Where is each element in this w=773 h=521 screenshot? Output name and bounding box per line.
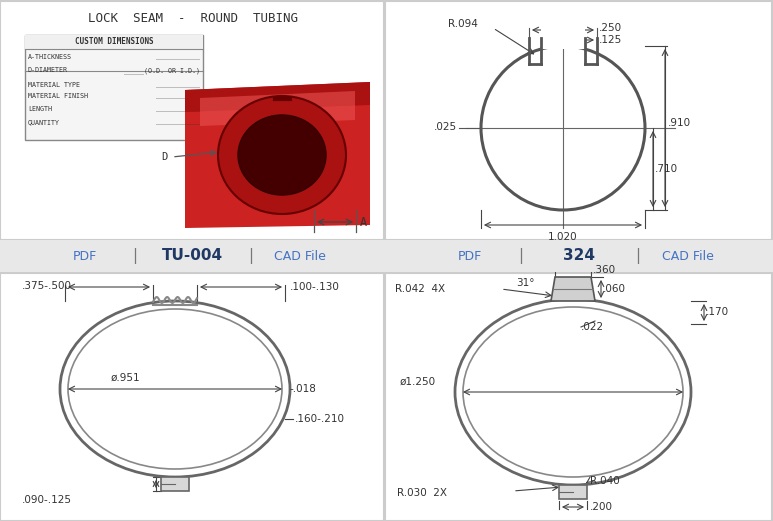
Text: .160-.210: .160-.210 bbox=[295, 414, 345, 424]
Text: ø1.250: ø1.250 bbox=[400, 377, 436, 387]
Text: |: | bbox=[132, 248, 138, 264]
FancyBboxPatch shape bbox=[385, 1, 772, 240]
Text: .022: .022 bbox=[581, 322, 604, 332]
Text: -.018: -.018 bbox=[290, 384, 317, 394]
Text: ___________: ___________ bbox=[156, 93, 200, 99]
Text: ___________: ___________ bbox=[156, 82, 200, 88]
Polygon shape bbox=[551, 277, 595, 301]
Text: .200: .200 bbox=[590, 502, 613, 512]
Text: .090-.125: .090-.125 bbox=[22, 495, 72, 505]
Text: 31°: 31° bbox=[516, 278, 534, 288]
Polygon shape bbox=[185, 82, 370, 228]
Text: .910: .910 bbox=[668, 118, 691, 128]
Text: .125: .125 bbox=[599, 35, 622, 45]
Text: |: | bbox=[247, 248, 253, 264]
Text: A-THICKNESS: A-THICKNESS bbox=[28, 54, 72, 60]
Text: R.042  4X: R.042 4X bbox=[395, 284, 445, 294]
FancyBboxPatch shape bbox=[25, 35, 203, 49]
Text: .360: .360 bbox=[593, 265, 616, 275]
Text: PDF: PDF bbox=[73, 250, 97, 263]
Text: PDF: PDF bbox=[458, 250, 482, 263]
Text: 324: 324 bbox=[563, 249, 595, 264]
FancyBboxPatch shape bbox=[0, 273, 384, 521]
Text: |: | bbox=[518, 248, 523, 264]
Text: .060: .060 bbox=[603, 284, 626, 294]
Text: .170: .170 bbox=[706, 307, 729, 317]
Text: D-DIAMETER: D-DIAMETER bbox=[28, 67, 68, 73]
FancyBboxPatch shape bbox=[161, 477, 189, 491]
Ellipse shape bbox=[218, 96, 346, 214]
Text: ___________: ___________ bbox=[156, 119, 200, 125]
Text: 1.020: 1.020 bbox=[548, 232, 577, 242]
Text: .710: .710 bbox=[655, 164, 678, 174]
Text: MATERIAL FINISH: MATERIAL FINISH bbox=[28, 93, 88, 99]
Text: .100-.130: .100-.130 bbox=[290, 282, 340, 292]
Text: LOCK  SEAM  -  ROUND  TUBING: LOCK SEAM - ROUND TUBING bbox=[87, 12, 298, 25]
FancyBboxPatch shape bbox=[385, 273, 772, 521]
Text: ___________: ___________ bbox=[156, 54, 200, 60]
Text: R.040: R.040 bbox=[590, 476, 620, 486]
FancyBboxPatch shape bbox=[541, 24, 585, 49]
Text: QUANTITY: QUANTITY bbox=[28, 119, 60, 125]
Text: LENGTH: LENGTH bbox=[28, 106, 52, 112]
FancyBboxPatch shape bbox=[0, 1, 384, 240]
Text: ø.951: ø.951 bbox=[111, 373, 140, 383]
Text: R.094: R.094 bbox=[448, 19, 478, 29]
Text: MATERIAL TYPE: MATERIAL TYPE bbox=[28, 82, 80, 88]
Text: CAD File: CAD File bbox=[662, 250, 713, 263]
Polygon shape bbox=[200, 91, 355, 126]
FancyBboxPatch shape bbox=[25, 35, 203, 140]
Ellipse shape bbox=[238, 115, 326, 195]
Text: .025: .025 bbox=[434, 122, 457, 132]
Text: A: A bbox=[360, 216, 367, 229]
Polygon shape bbox=[185, 82, 370, 112]
FancyBboxPatch shape bbox=[559, 485, 587, 499]
Text: .375-.500: .375-.500 bbox=[22, 281, 72, 291]
Text: CUSTOM DIMENSIONS: CUSTOM DIMENSIONS bbox=[75, 38, 153, 46]
Text: CAD File: CAD File bbox=[274, 250, 326, 263]
Text: _____(O.D. OR I.D.): _____(O.D. OR I.D.) bbox=[124, 67, 200, 73]
Text: .250: .250 bbox=[599, 23, 622, 33]
Text: R.030  2X: R.030 2X bbox=[397, 488, 447, 498]
Text: |: | bbox=[635, 248, 640, 264]
Text: TU-004: TU-004 bbox=[162, 249, 223, 264]
Text: D: D bbox=[161, 152, 167, 162]
Text: ___________: ___________ bbox=[156, 106, 200, 112]
